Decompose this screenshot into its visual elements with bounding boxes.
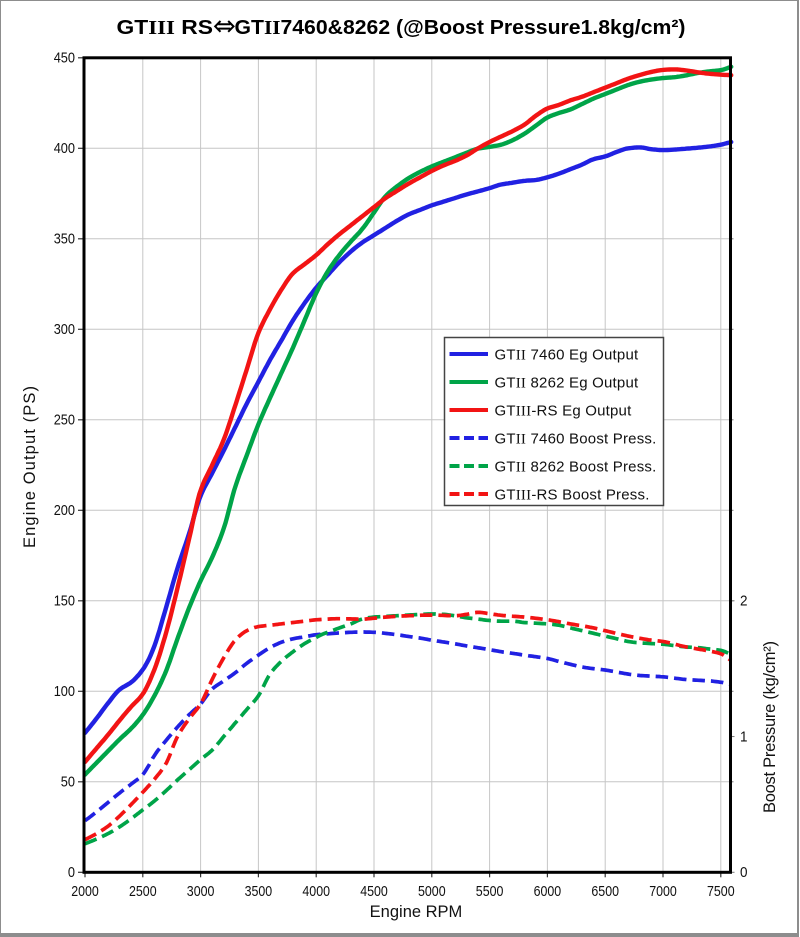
svg-text:450: 450 [54,50,75,67]
svg-text:150: 150 [54,593,75,610]
svg-text:GTII 7460 Eg Output: GTII 7460 Eg Output [495,346,640,363]
svg-text:400: 400 [54,140,75,157]
svg-text:350: 350 [54,231,75,248]
svg-text:0: 0 [740,864,748,881]
svg-text:250: 250 [54,412,75,429]
svg-text:6000: 6000 [534,883,562,900]
svg-text:4500: 4500 [360,883,388,900]
svg-text:50: 50 [61,774,75,791]
svg-text:7000: 7000 [649,883,677,900]
svg-text:5000: 5000 [418,883,446,900]
svg-text:Boost Pressure (kg/cm²): Boost Pressure (kg/cm²) [761,641,779,813]
svg-text:2: 2 [740,593,748,610]
svg-text:2500: 2500 [129,883,157,900]
svg-text:Engine Output (PS): Engine Output (PS) [21,386,39,548]
svg-text:GTIII RS: GT III RS [117,17,214,39]
svg-text:100: 100 [54,683,75,700]
svg-text:2000: 2000 [71,883,99,900]
svg-text:GTIII-RS Boost Press.: GTIII-RS Boost Press. [495,486,650,503]
svg-text:GTII 8262 Boost Press.: GTII 8262 Boost Press. [495,458,657,475]
svg-text:3500: 3500 [245,883,273,900]
svg-text:Engine RPM: Engine RPM [370,903,463,921]
svg-text:GTII7460&8262 (@Boost Pressure: GTII7460&8262 (@Boost Pressure1.8kg/cm²) [235,17,686,39]
svg-text:GTII 7460 Boost Press.: GTII 7460 Boost Press. [495,430,657,447]
svg-text:300: 300 [54,321,75,338]
svg-text:1: 1 [740,728,748,745]
svg-text:200: 200 [54,502,75,519]
svg-text:3000: 3000 [187,883,215,900]
svg-text:4000: 4000 [302,883,330,900]
svg-text:7500: 7500 [707,883,735,900]
svg-text:GTIII-RS Eg Output: GTIII-RS Eg Output [495,402,633,419]
svg-text:0: 0 [68,864,75,881]
svg-text:5500: 5500 [476,883,504,900]
svg-text:GTII 8262 Eg Output: GTII 8262 Eg Output [495,374,640,391]
svg-text:6500: 6500 [591,883,619,900]
